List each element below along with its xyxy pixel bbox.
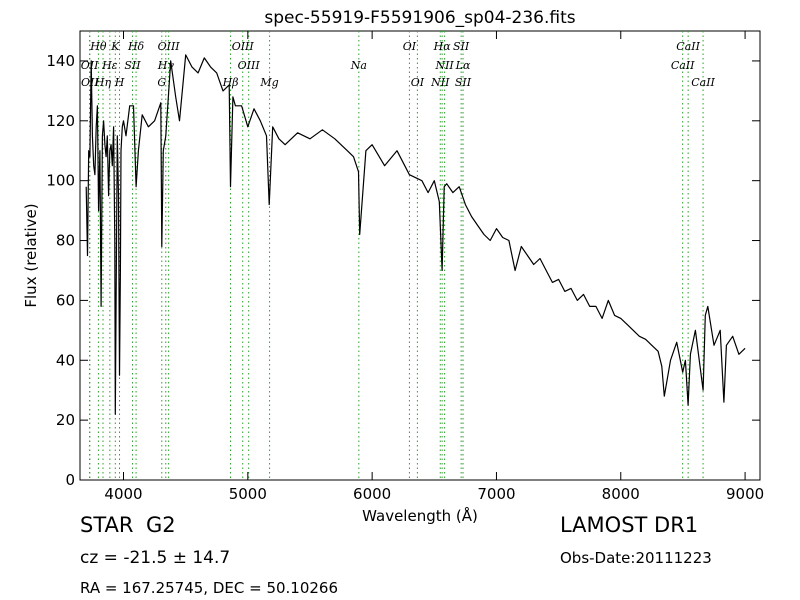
line-marker-label: CaII <box>691 76 715 89</box>
line-marker-label: H <box>114 76 125 89</box>
x-tick-label: 8000 <box>602 485 640 503</box>
y-tick-label: 140 <box>46 52 75 70</box>
line-marker-label: Mg <box>259 76 278 89</box>
y-tick-label: 0 <box>65 471 75 489</box>
line-marker-label: CaII <box>671 59 695 72</box>
x-tick-label: 5000 <box>229 485 267 503</box>
line-marker-label: Na <box>350 59 367 72</box>
y-tick-label: 40 <box>56 351 75 369</box>
y-tick-label: 120 <box>46 112 75 130</box>
y-tick-label: 80 <box>56 232 75 250</box>
chart-title: spec-55919-F5591906_sp04-236.fits <box>264 8 575 28</box>
x-tick-label: 6000 <box>353 485 391 503</box>
x-tick-label: 4000 <box>104 485 142 503</box>
y-tick-label: 100 <box>46 172 75 190</box>
line-marker-label: OI <box>403 40 417 53</box>
line-marker-label: Hθ <box>89 40 107 53</box>
y-tick-label: 60 <box>56 291 75 309</box>
line-marker-label: Hβ <box>222 76 239 89</box>
y-tick-label: 20 <box>56 411 75 429</box>
line-marker-label: NII <box>430 76 450 89</box>
line-marker-label: OII <box>81 59 99 72</box>
line-marker-label: G <box>157 76 166 89</box>
line-marker-label: OIII <box>238 59 261 72</box>
line-marker-label: OIII <box>232 40 255 53</box>
redshift-cz: cz = -21.5 ± 14.7 <box>80 548 231 568</box>
line-marker-label: SII <box>455 76 472 89</box>
line-marker-label: CaII <box>676 40 700 53</box>
line-marker-label: NII <box>434 59 454 72</box>
line-marker-label: Hγ <box>157 59 175 72</box>
y-axis-label: Flux (relative) <box>22 203 40 307</box>
line-marker-label: Hδ <box>127 40 145 53</box>
x-tick-label: 7000 <box>477 485 515 503</box>
object-class: STAR <box>80 513 134 537</box>
x-axis-label: Wavelength (Å) <box>362 506 478 525</box>
line-marker-label: OII <box>81 76 99 89</box>
observation-date: Obs-Date:20111223 <box>560 549 712 567</box>
survey-name: LAMOST DR1 <box>560 513 699 537</box>
spectral-subclass: G2 <box>146 513 176 537</box>
line-marker-label: OIII <box>158 40 181 53</box>
line-marker-label: Hα <box>433 40 452 53</box>
line-marker-label: OI <box>411 76 425 89</box>
plot-frame <box>79 30 761 481</box>
ra-dec: RA = 167.25745, DEC = 50.10266 <box>80 579 339 597</box>
x-tick-label: 9000 <box>726 485 764 503</box>
line-marker-label: Hε <box>101 59 118 72</box>
line-marker-label: Hη <box>94 76 112 89</box>
line-marker-label: K <box>110 40 120 53</box>
line-marker-label: Lα <box>455 59 471 72</box>
line-marker-label: SII <box>453 40 470 53</box>
spectrum-line <box>85 54 746 415</box>
line-marker-label: SII <box>124 59 141 72</box>
